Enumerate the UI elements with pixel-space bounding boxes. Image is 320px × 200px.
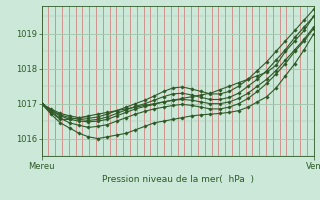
X-axis label: Pression niveau de la mer(  hPa  ): Pression niveau de la mer( hPa ) <box>102 175 253 184</box>
